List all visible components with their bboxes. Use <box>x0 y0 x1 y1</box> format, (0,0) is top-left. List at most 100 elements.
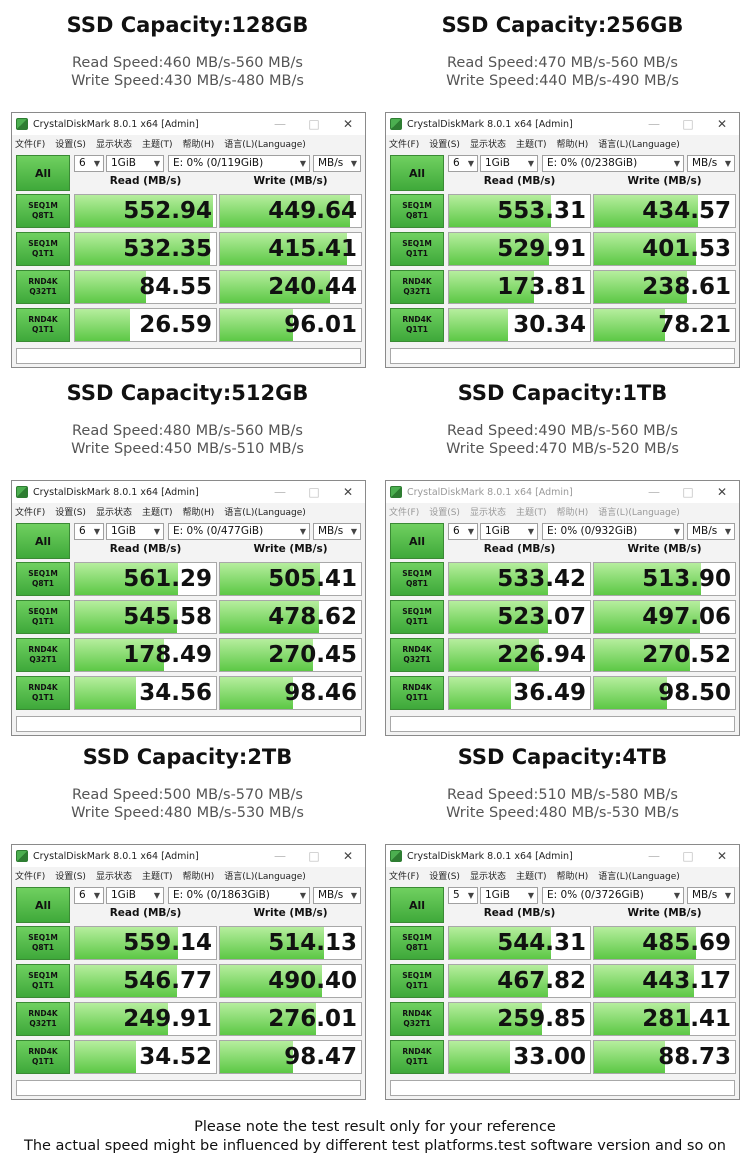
menu-item[interactable]: 设置(S) <box>429 507 460 518</box>
menu-item[interactable]: 帮助(H) <box>556 139 589 150</box>
test-button[interactable]: RND4K Q1T1 <box>16 308 70 342</box>
menu-item[interactable]: 文件(F) <box>15 507 46 518</box>
menu-item[interactable]: 主题(T) <box>515 507 547 518</box>
menu-item[interactable]: 显示状态 <box>95 871 132 882</box>
test-button[interactable]: RND4K Q1T1 <box>390 676 444 710</box>
minimize-icon[interactable]: — <box>648 485 660 499</box>
drive-select[interactable]: E: 0% (0/238GiB) ▼ <box>542 155 684 172</box>
count-select[interactable]: 6 ▼ <box>448 155 478 172</box>
comment-field[interactable] <box>390 348 735 364</box>
count-select[interactable]: 5 ▼ <box>448 887 478 904</box>
size-select[interactable]: 1GiB ▼ <box>106 887 164 904</box>
test-button[interactable]: SEQ1M Q1T1 <box>16 964 70 998</box>
menu-item[interactable]: 文件(F) <box>389 507 420 518</box>
test-button[interactable]: RND4K Q32T1 <box>390 638 444 672</box>
comment-field[interactable] <box>390 716 735 732</box>
menu-item[interactable]: 设置(S) <box>429 139 460 150</box>
test-button[interactable]: RND4K Q32T1 <box>16 270 70 304</box>
all-button[interactable]: All <box>390 523 444 559</box>
menu-item[interactable]: 显示状态 <box>95 139 132 150</box>
menu-item[interactable]: 文件(F) <box>15 139 46 150</box>
all-button[interactable]: All <box>16 155 70 191</box>
minimize-icon[interactable]: — <box>648 117 660 131</box>
menu-item[interactable]: 文件(F) <box>15 871 46 882</box>
unit-select[interactable]: MB/s ▼ <box>687 155 735 172</box>
test-button[interactable]: SEQ1M Q8T1 <box>390 562 444 596</box>
menu-item[interactable]: 语言(L)(Language) <box>598 507 680 518</box>
menu-item[interactable]: 设置(S) <box>55 139 86 150</box>
all-button[interactable]: All <box>390 155 444 191</box>
minimize-icon[interactable]: — <box>274 485 286 499</box>
menu-item[interactable]: 显示状态 <box>469 139 506 150</box>
minimize-icon[interactable]: — <box>648 849 660 863</box>
maximize-icon[interactable]: □ <box>682 485 694 499</box>
menu-item[interactable]: 语言(L)(Language) <box>598 139 680 150</box>
test-button[interactable]: RND4K Q32T1 <box>16 638 70 672</box>
count-select[interactable]: 6 ▼ <box>448 523 478 540</box>
all-button[interactable]: All <box>16 523 70 559</box>
drive-select[interactable]: E: 0% (0/477GiB) ▼ <box>168 523 310 540</box>
close-icon[interactable]: ✕ <box>342 117 354 131</box>
test-button[interactable]: RND4K Q1T1 <box>16 676 70 710</box>
menu-item[interactable]: 帮助(H) <box>182 507 215 518</box>
test-button[interactable]: RND4K Q32T1 <box>16 1002 70 1036</box>
drive-select[interactable]: E: 0% (0/932GiB) ▼ <box>542 523 684 540</box>
menu-item[interactable]: 主题(T) <box>141 871 173 882</box>
maximize-icon[interactable]: □ <box>308 849 320 863</box>
maximize-icon[interactable]: □ <box>682 849 694 863</box>
test-button[interactable]: RND4K Q32T1 <box>390 1002 444 1036</box>
menu-item[interactable]: 语言(L)(Language) <box>224 871 306 882</box>
all-button[interactable]: All <box>16 887 70 923</box>
minimize-icon[interactable]: — <box>274 117 286 131</box>
test-button[interactable]: RND4K Q1T1 <box>390 1040 444 1074</box>
maximize-icon[interactable]: □ <box>682 117 694 131</box>
menu-item[interactable]: 主题(T) <box>141 139 173 150</box>
comment-field[interactable] <box>16 716 361 732</box>
unit-select[interactable]: MB/s ▼ <box>687 523 735 540</box>
size-select[interactable]: 1GiB ▼ <box>480 523 538 540</box>
menu-item[interactable]: 帮助(H) <box>182 139 215 150</box>
all-button[interactable]: All <box>390 887 444 923</box>
menu-item[interactable]: 帮助(H) <box>556 871 589 882</box>
unit-select[interactable]: MB/s ▼ <box>313 887 361 904</box>
close-icon[interactable]: ✕ <box>342 849 354 863</box>
count-select[interactable]: 6 ▼ <box>74 155 104 172</box>
count-select[interactable]: 6 ▼ <box>74 887 104 904</box>
test-button[interactable]: SEQ1M Q1T1 <box>390 964 444 998</box>
menu-item[interactable]: 显示状态 <box>95 507 132 518</box>
close-icon[interactable]: ✕ <box>716 849 728 863</box>
menu-item[interactable]: 主题(T) <box>515 139 547 150</box>
menu-item[interactable]: 设置(S) <box>55 871 86 882</box>
maximize-icon[interactable]: □ <box>308 117 320 131</box>
unit-select[interactable]: MB/s ▼ <box>687 887 735 904</box>
test-button[interactable]: SEQ1M Q1T1 <box>16 600 70 634</box>
menu-item[interactable]: 显示状态 <box>469 507 506 518</box>
drive-select[interactable]: E: 0% (0/119GiB) ▼ <box>168 155 310 172</box>
menu-item[interactable]: 显示状态 <box>469 871 506 882</box>
test-button[interactable]: SEQ1M Q8T1 <box>16 562 70 596</box>
menu-item[interactable]: 帮助(H) <box>182 871 215 882</box>
menu-item[interactable]: 文件(F) <box>389 871 420 882</box>
menu-item[interactable]: 设置(S) <box>55 507 86 518</box>
size-select[interactable]: 1GiB ▼ <box>106 155 164 172</box>
maximize-icon[interactable]: □ <box>308 485 320 499</box>
close-icon[interactable]: ✕ <box>716 485 728 499</box>
menu-item[interactable]: 设置(S) <box>429 871 460 882</box>
count-select[interactable]: 6 ▼ <box>74 523 104 540</box>
menu-item[interactable]: 语言(L)(Language) <box>224 507 306 518</box>
test-button[interactable]: RND4K Q1T1 <box>390 308 444 342</box>
comment-field[interactable] <box>16 348 361 364</box>
test-button[interactable]: RND4K Q1T1 <box>16 1040 70 1074</box>
test-button[interactable]: SEQ1M Q8T1 <box>16 194 70 228</box>
menu-item[interactable]: 语言(L)(Language) <box>224 139 306 150</box>
minimize-icon[interactable]: — <box>274 849 286 863</box>
drive-select[interactable]: E: 0% (0/1863GiB) ▼ <box>168 887 310 904</box>
size-select[interactable]: 1GiB ▼ <box>480 887 538 904</box>
drive-select[interactable]: E: 0% (0/3726GiB) ▼ <box>542 887 684 904</box>
menu-item[interactable]: 主题(T) <box>141 507 173 518</box>
menu-item[interactable]: 文件(F) <box>389 139 420 150</box>
comment-field[interactable] <box>16 1080 361 1096</box>
close-icon[interactable]: ✕ <box>342 485 354 499</box>
close-icon[interactable]: ✕ <box>716 117 728 131</box>
menu-item[interactable]: 语言(L)(Language) <box>598 871 680 882</box>
